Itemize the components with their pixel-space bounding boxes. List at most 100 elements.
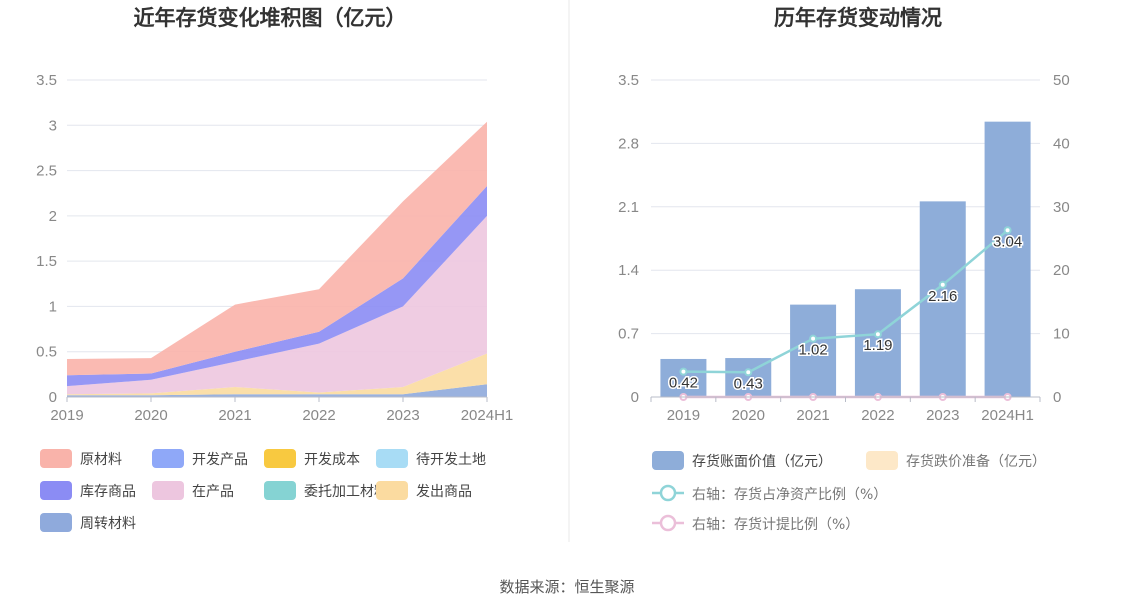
y-left-tick-label: 2.1 (618, 199, 639, 216)
x-tick-label: 2020 (732, 407, 765, 424)
bar-data-label: 0.42 (669, 375, 698, 392)
y-right-tick-label: 50 (1053, 72, 1070, 89)
legend-swatch (152, 449, 184, 468)
legend-item-原材料[interactable]: 原材料 (40, 449, 122, 468)
bar-chart-legend[interactable]: 存货账面价值（亿元） 存货跌价准备（亿元） 右轴：存货占净资产比例（%） 右轴：存货计… (652, 451, 1046, 533)
legend-item-委托加工材料[interactable]: 委托加工材料 (264, 481, 388, 500)
legend-label: 待开发土地 (416, 452, 486, 468)
bar-2019[interactable] (660, 358, 707, 397)
y-tick-label: 3.5 (36, 72, 57, 89)
y-left-tick-label: 1.4 (618, 262, 639, 279)
legend-swatch (652, 451, 684, 470)
legend-marker (659, 484, 677, 502)
legend-item-开发成本[interactable]: 开发成本 (264, 449, 360, 468)
x-tick-label: 2023 (926, 407, 959, 424)
y-left-tick-label: 0.7 (618, 326, 639, 343)
y-left-tick-label: 3.5 (618, 72, 639, 89)
legend-item-右轴-存货计提比例[interactable]: 右轴：存货计提比例（%） (652, 514, 859, 533)
legend-item-右轴-存货占净资产比例[interactable]: 右轴：存货占净资产比例（%） (652, 484, 887, 503)
y-left-tick-label: 2.8 (618, 135, 639, 152)
bar-chart-title: 历年存货变动情况 (774, 6, 942, 30)
legend-label: 开发产品 (192, 452, 248, 468)
bar-2021[interactable] (790, 304, 837, 397)
bar-chart-axes: 0 0.7 1.4 2.1 2.8 3.5 0 10 20 30 40 50 2019 2020 2021 2… (618, 72, 1070, 424)
legend-label: 右轴：存货占净资产比例（%） (692, 486, 887, 503)
bar-chart-bars (660, 121, 1031, 398)
y-tick-label: 0 (49, 389, 57, 406)
x-tick-label: 2024H1 (461, 407, 514, 424)
legend-swatch (40, 513, 72, 532)
legend-label: 开发成本 (304, 452, 360, 468)
area-chart-plot (67, 121, 487, 397)
y-tick-label: 0.5 (36, 344, 57, 361)
y-tick-label: 2.5 (36, 163, 57, 180)
x-tick-label: 2022 (861, 407, 894, 424)
legend-swatch (40, 481, 72, 500)
y-right-tick-label: 40 (1053, 135, 1070, 152)
bar-2023[interactable] (919, 201, 966, 397)
x-tick-label: 2021 (218, 407, 251, 424)
line-point[interactable] (873, 330, 882, 339)
line-point[interactable] (809, 334, 818, 343)
line-point[interactable] (1003, 226, 1012, 235)
legend-marker (659, 514, 677, 532)
area-series-在产品[interactable] (67, 215, 487, 395)
y-tick-label: 3 (49, 117, 57, 134)
legend-item-存货账面价值-亿元[interactable]: 存货账面价值（亿元） (652, 451, 832, 470)
legend-item-在产品[interactable]: 在产品 (152, 481, 234, 500)
x-tick-label: 2023 (386, 407, 419, 424)
legend-label: 发出商品 (416, 484, 472, 500)
legend-swatch (152, 481, 184, 500)
legend-label: 在产品 (192, 484, 234, 500)
x-tick-label: 2020 (134, 407, 167, 424)
y-right-tick-label: 20 (1053, 262, 1070, 279)
legend-item-发出商品[interactable]: 发出商品 (376, 481, 472, 500)
bar-data-label: 3.04 (993, 233, 1022, 250)
y-right-tick-label: 30 (1053, 199, 1070, 216)
x-tick-label: 2019 (667, 407, 700, 424)
area-series-周转材料[interactable] (67, 384, 487, 397)
bar-data-label: 1.19 (863, 337, 892, 354)
legend-label: 存货跌价准备（亿元） (906, 453, 1046, 470)
bar-chart-grid (651, 79, 1040, 398)
legend-item-待开发土地[interactable]: 待开发土地 (376, 449, 486, 468)
y-tick-label: 1.5 (36, 253, 57, 270)
bar-data-label: 0.43 (734, 375, 763, 392)
bar-data-label: 2.16 (928, 288, 957, 305)
area-series-原材料[interactable] (67, 121, 487, 376)
bar-chart-data-labels: 0.42 0.43 1.02 1.19 2.16 3.04 (667, 232, 1023, 394)
line-point[interactable] (744, 368, 753, 377)
legend-label: 周转材料 (80, 516, 136, 532)
x-tick-label: 2024H1 (981, 407, 1034, 424)
legend-swatch (376, 481, 408, 500)
legend-label: 原材料 (80, 452, 122, 468)
bar-2024H1[interactable] (984, 121, 1031, 398)
y-tick-label: 1 (49, 298, 57, 315)
legend-item-存货跌价准备-亿元[interactable]: 存货跌价准备（亿元） (866, 451, 1046, 470)
legend-swatch (264, 449, 296, 468)
legend-label: 存货账面价值（亿元） (692, 453, 832, 470)
line-point[interactable] (679, 367, 688, 376)
y-right-tick-label: 10 (1053, 326, 1070, 343)
legend-swatch (40, 449, 72, 468)
y-tick-label: 2 (49, 208, 57, 225)
x-tick-label: 2019 (50, 407, 83, 424)
y-right-tick-label: 0 (1053, 389, 1061, 406)
area-chart-title: 近年存货变化堆积图（亿元） (134, 6, 407, 30)
line-series-右轴-存货占净资产比例[interactable] (683, 229, 1009, 374)
area-series-库存商品[interactable] (67, 186, 487, 387)
legend-label: 委托加工材料 (304, 484, 388, 500)
legend-item-周转材料[interactable]: 周转材料 (40, 513, 136, 532)
bar-2022[interactable] (854, 289, 901, 397)
x-tick-label: 2021 (796, 407, 829, 424)
legend-label: 右轴：存货计提比例（%） (692, 516, 859, 533)
legend-item-开发产品[interactable]: 开发产品 (152, 449, 248, 468)
legend-item-库存商品[interactable]: 库存商品 (40, 481, 136, 500)
legend-swatch (866, 451, 898, 470)
line-point[interactable] (938, 280, 947, 289)
area-chart-axes: 0 0.5 1 1.5 2 2.5 3 3.5 2019 2020 2021 2022 2023 2024… (36, 72, 513, 424)
legend-swatch (376, 449, 408, 468)
data-source: 数据来源：恒生聚源 (499, 578, 634, 596)
